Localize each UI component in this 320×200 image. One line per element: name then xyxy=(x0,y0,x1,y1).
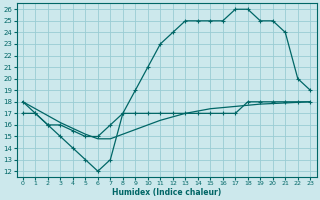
X-axis label: Humidex (Indice chaleur): Humidex (Indice chaleur) xyxy=(112,188,221,197)
